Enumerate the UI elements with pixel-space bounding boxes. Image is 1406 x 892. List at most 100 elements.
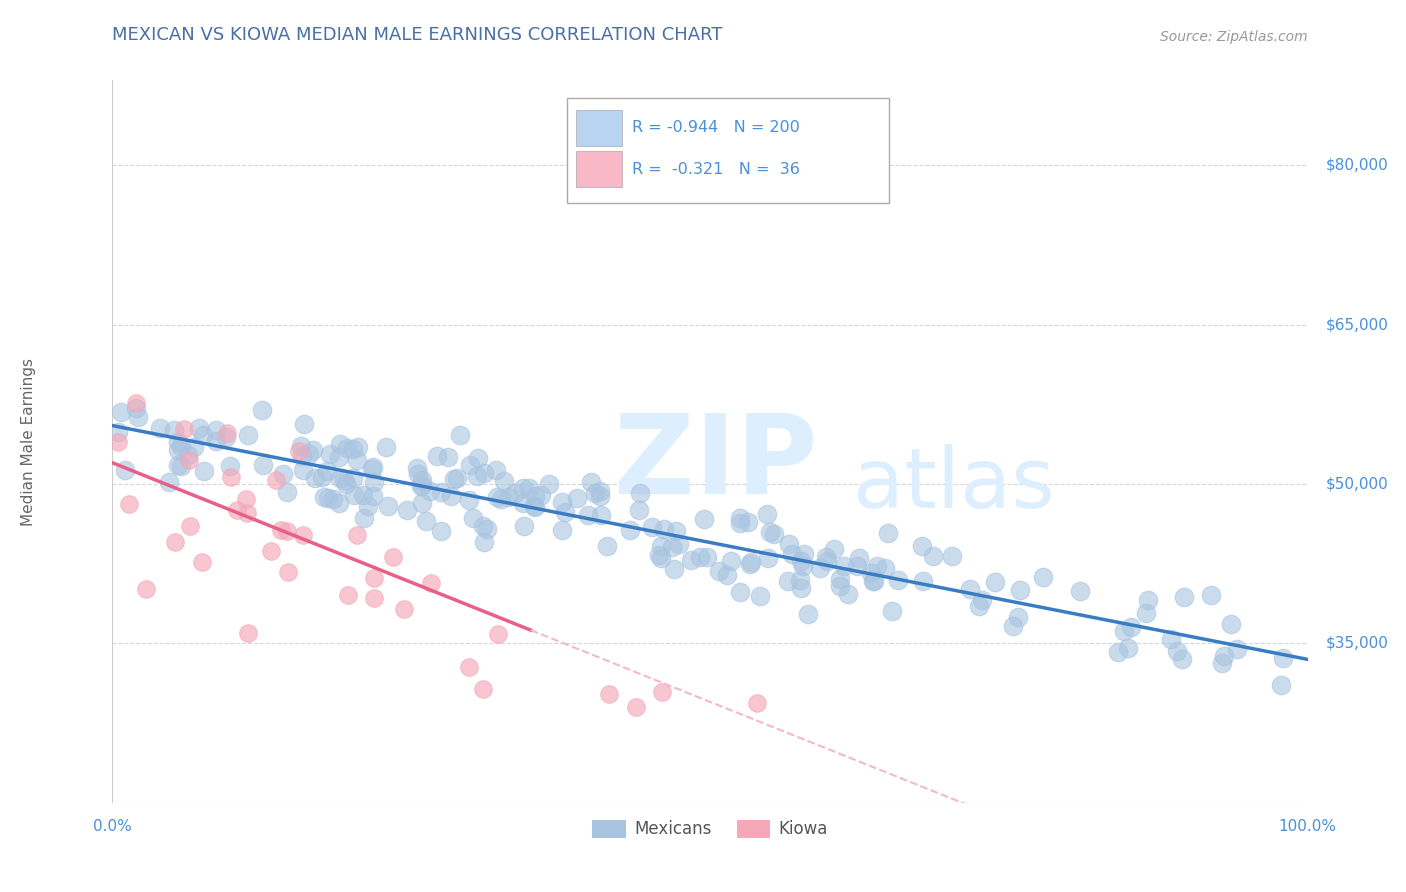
Point [110,405,132,419]
Point [1212,649,1234,664]
Point [406,467,429,481]
Point [347,441,370,455]
Point [336,588,359,602]
Point [316,491,339,505]
Point [550,523,572,537]
Point [922,549,945,564]
Point [430,484,453,499]
Point [1001,619,1024,633]
Point [834,559,856,574]
Point [1171,652,1194,666]
Point [641,520,664,534]
Point [238,626,260,640]
Point [420,576,443,591]
Point [287,443,309,458]
Point [276,485,298,500]
Point [823,541,845,556]
Point [789,581,811,595]
Point [745,697,768,711]
Point [125,396,148,410]
Point [205,423,228,437]
Point [755,508,778,522]
Point [472,681,495,696]
Text: Median Male Earnings: Median Male Earnings [21,358,37,525]
Point [538,476,561,491]
Point [866,559,889,574]
Point [443,472,465,486]
Point [1116,641,1139,656]
Point [322,491,344,506]
Point [235,491,257,506]
Point [523,500,546,515]
Point [188,421,211,435]
Point [489,492,512,507]
Point [276,524,298,539]
Point [576,508,599,522]
Point [411,477,433,491]
Point [830,579,852,593]
Point [361,489,384,503]
Point [886,573,908,587]
Point [465,469,488,483]
Point [107,425,129,439]
Point [652,522,675,536]
Text: $35,000: $35,000 [1326,636,1388,651]
Text: Source: ZipAtlas.com: Source: ZipAtlas.com [1160,30,1308,44]
Point [440,489,463,503]
Text: atlas: atlas [853,444,1054,525]
Point [595,539,617,553]
Point [173,421,195,435]
Point [343,488,366,502]
Point [177,448,200,462]
Point [157,475,180,489]
Point [693,512,716,526]
Point [1272,651,1295,665]
Point [1137,593,1160,607]
Point [214,430,236,444]
Point [626,700,648,714]
Point [517,481,540,495]
Point [911,539,934,553]
Point [848,551,870,566]
Point [277,565,299,579]
Point [415,514,437,528]
Point [315,464,337,478]
Point [1219,616,1241,631]
Point [292,528,315,542]
Point [862,574,884,588]
Point [419,483,441,498]
Point [873,561,896,575]
Point [512,496,534,510]
Point [1173,591,1195,605]
Point [790,554,813,568]
Point [191,555,214,569]
Point [311,470,333,484]
Point [1199,588,1222,602]
Point [959,582,981,596]
Point [1112,624,1135,639]
Text: MEXICAN VS KIOWA MEDIAN MALE EARNINGS CORRELATION CHART: MEXICAN VS KIOWA MEDIAN MALE EARNINGS CO… [112,26,723,44]
Point [328,450,350,465]
Point [681,552,703,566]
Point [363,475,385,490]
Point [460,458,482,472]
Point [513,518,536,533]
Point [266,473,288,487]
Point [446,471,468,485]
Point [342,471,364,485]
Point [598,687,620,701]
Point [763,527,786,541]
Text: 0.0%: 0.0% [93,819,132,834]
Point [707,564,730,578]
Point [793,547,815,561]
Point [720,554,742,568]
Point [876,525,898,540]
Point [581,475,603,489]
Point [554,505,576,519]
Point [292,463,315,477]
Point [333,473,356,487]
Point [270,523,292,537]
Point [970,593,993,607]
Point [912,574,935,588]
Point [406,461,429,475]
